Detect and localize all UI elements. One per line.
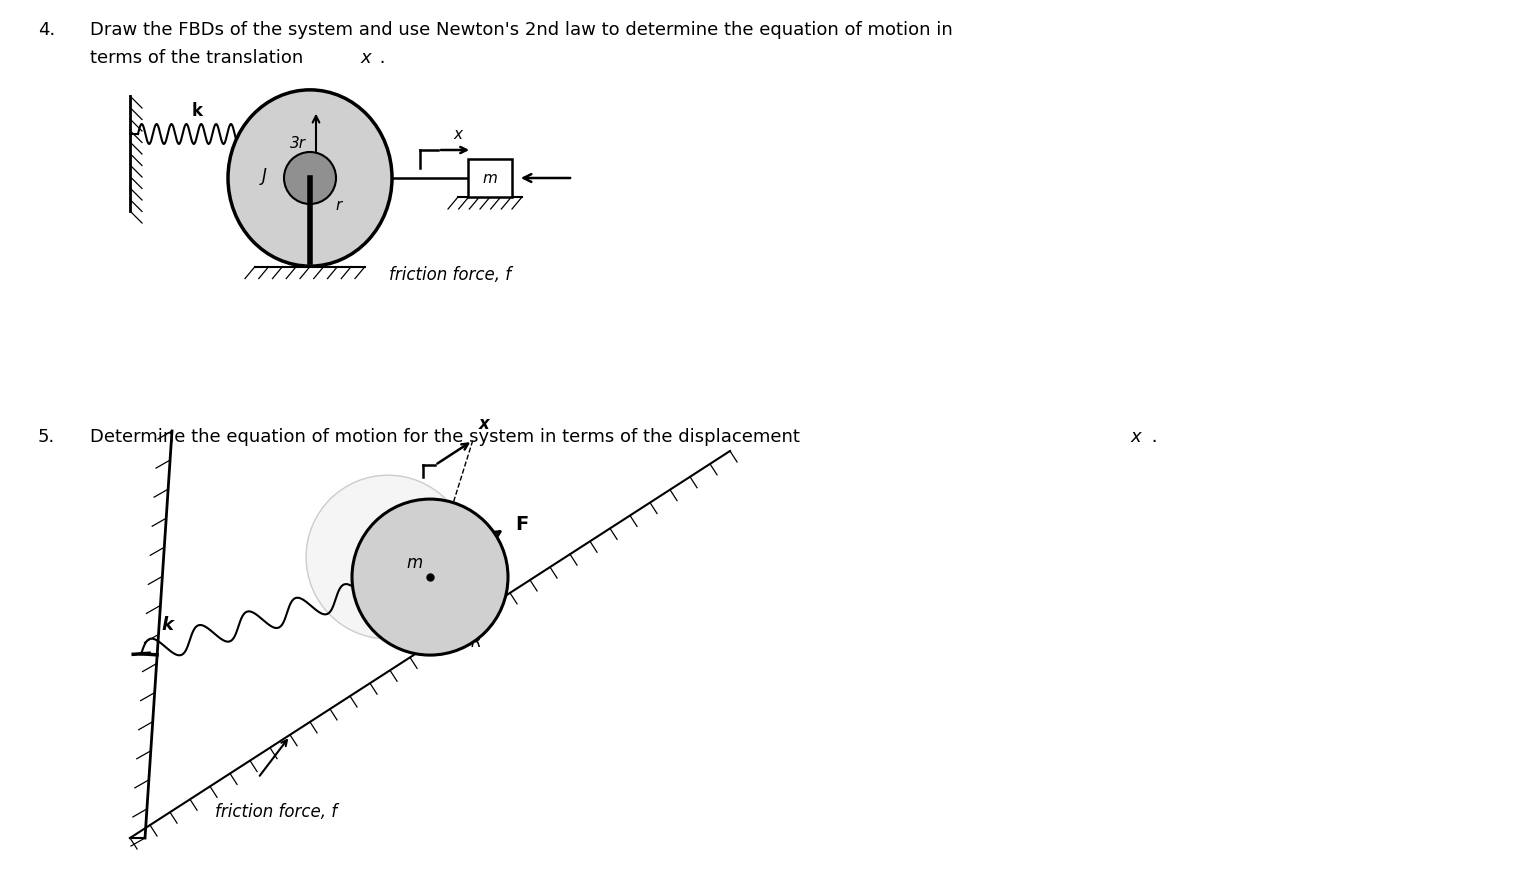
Text: Determine the equation of motion for the system in terms of the displacement: Determine the equation of motion for the…	[89, 428, 812, 446]
Text: 5.: 5.	[38, 428, 55, 446]
Text: F: F	[516, 514, 528, 534]
Circle shape	[353, 499, 508, 655]
Text: x: x	[1130, 428, 1141, 446]
Text: x: x	[360, 49, 371, 67]
Text: friction force, f: friction force, f	[390, 266, 511, 284]
Text: r: r	[336, 198, 342, 213]
Text: x: x	[453, 127, 462, 142]
Bar	[468, 159, 511, 197]
Text: k: k	[192, 102, 203, 120]
Circle shape	[283, 152, 336, 204]
Text: x: x	[479, 415, 490, 433]
Text: k: k	[162, 616, 172, 633]
Text: J: J	[262, 167, 266, 185]
Text: Draw the FBDs of the system and use Newton's 2nd law to determine the equation o: Draw the FBDs of the system and use Newt…	[89, 21, 953, 39]
Text: terms of the translation: terms of the translation	[89, 49, 314, 67]
Text: .: .	[1146, 428, 1158, 446]
Text: .: .	[374, 49, 385, 67]
Text: m: m	[407, 554, 424, 572]
Ellipse shape	[228, 90, 393, 266]
Circle shape	[306, 475, 470, 639]
Text: 3r: 3r	[290, 136, 306, 151]
Text: m: m	[482, 170, 497, 185]
Text: friction force, f: friction force, f	[216, 803, 337, 821]
Text: R: R	[471, 634, 482, 650]
Text: 4.: 4.	[38, 21, 55, 39]
